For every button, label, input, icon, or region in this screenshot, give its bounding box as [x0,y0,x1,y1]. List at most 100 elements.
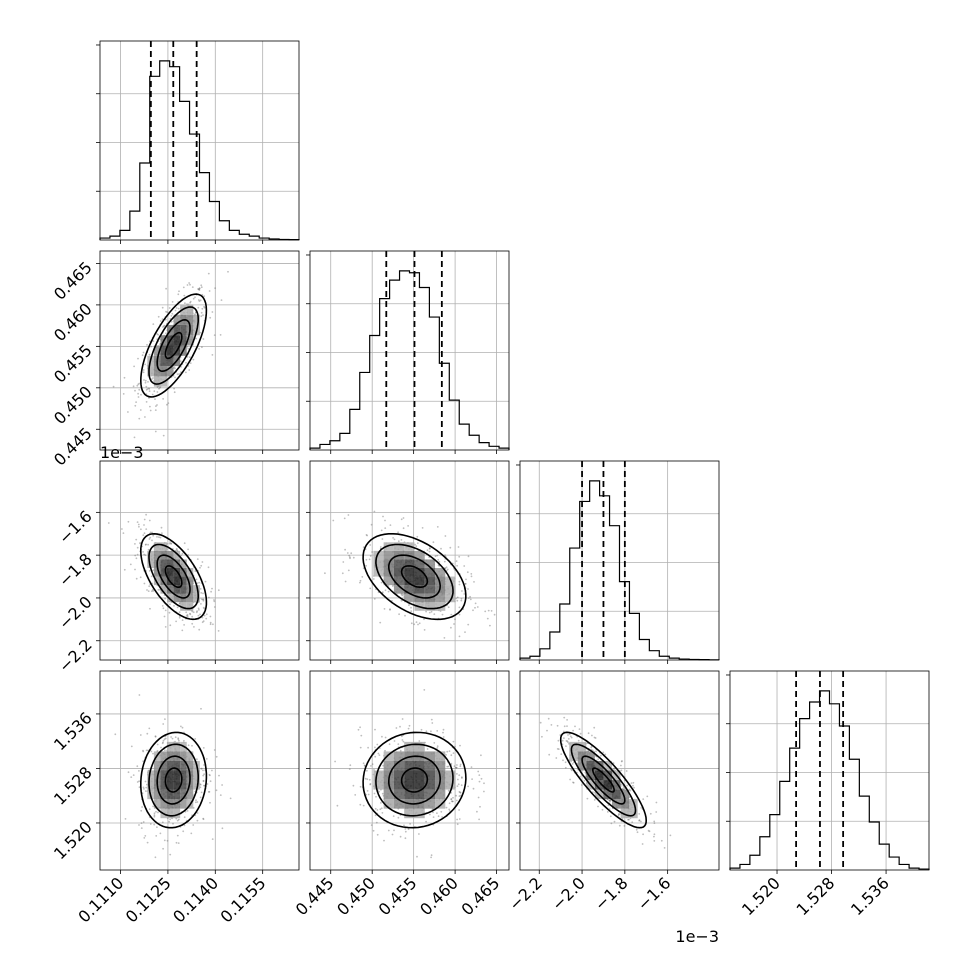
sample-point [458,606,461,609]
density-cell [435,602,446,611]
contour-line [570,743,637,817]
sample-point [152,805,155,808]
sample-point [440,547,442,550]
density-cell [167,770,174,781]
sample-point [185,361,187,364]
sample-point [209,621,212,624]
density-cell [160,559,168,568]
sample-point [178,290,180,293]
sample-point [421,527,424,529]
sample-point [196,610,199,612]
sample-point [458,583,461,586]
sample-point [202,598,204,601]
sample-point [134,404,137,407]
sample-point [428,611,431,614]
sample-point [209,316,212,319]
sample-point [169,603,171,606]
density-cell [414,780,425,790]
sample-point [334,760,336,763]
sample-point [461,590,463,592]
sample-point [181,629,184,632]
sample-point [144,381,147,384]
sample-point [198,581,201,584]
sample-point [139,542,142,544]
sample-point [450,762,453,765]
sample-point [137,357,139,360]
sample-point [446,568,449,571]
x-tick-label: 1.520 [738,873,784,919]
density-cell [383,751,394,761]
sample-point [458,555,461,558]
sample-point [653,833,656,836]
density-cell [167,567,174,577]
density-cell [173,576,181,586]
x-tick-label: −1.8 [591,873,632,914]
sample-point [392,815,395,817]
density-cell [153,760,161,771]
sample-point [176,819,179,822]
sample-point [456,785,459,787]
sample-point [470,573,473,575]
sample-point [376,743,379,746]
sample-point [436,730,439,732]
density-cell [180,324,187,336]
sample-point [185,611,188,614]
density-cell [577,760,587,771]
sample-point [164,737,167,740]
density-cell [620,799,630,809]
sample-point [148,390,151,392]
sample-point [437,558,440,561]
sample-point [209,623,212,626]
sample-point [567,741,569,744]
sample-point [342,561,345,563]
sample-point [156,391,159,393]
sample-point [459,765,462,768]
sample-point [401,739,404,741]
sample-point [458,795,461,797]
sample-point [161,742,164,745]
contour-line [140,532,208,621]
sample-point [152,569,155,572]
sample-point [144,554,147,556]
sample-point [457,546,460,548]
sample-point [436,745,439,748]
sample-point [156,333,159,335]
sample-point [200,598,203,601]
contour-line [559,731,648,829]
histogram-step [729,690,930,870]
sample-point [196,819,199,822]
sample-point [193,626,195,628]
sample-point [200,767,203,770]
density-cell [167,808,174,819]
sample-point [539,721,542,724]
sample-point [456,564,458,567]
sample-point [164,609,167,612]
density-cell [147,770,154,781]
sample-point [483,782,485,785]
density-cell [393,567,405,577]
sample-point [376,809,379,811]
sample-point [123,568,126,571]
sample-point [474,606,476,609]
sample-point [168,820,171,823]
sample-point [653,840,656,842]
sample-point [478,774,481,776]
sample-point [147,548,150,551]
sample-point [423,618,425,621]
sample-point [373,792,376,795]
sample-point [202,599,205,602]
sample-point [642,833,644,836]
sample-point [122,532,125,534]
density-cell [186,751,194,761]
sample-point [414,543,416,546]
x-tick-label: 1.528 [793,873,839,919]
sample-point [448,750,451,752]
sample-point [404,830,407,833]
sample-point [186,615,189,618]
sample-point [155,810,157,813]
sample-point [454,745,456,748]
sample-point [152,323,155,325]
sample-point [380,807,383,810]
sample-point [577,739,580,742]
sample-point [428,550,431,553]
